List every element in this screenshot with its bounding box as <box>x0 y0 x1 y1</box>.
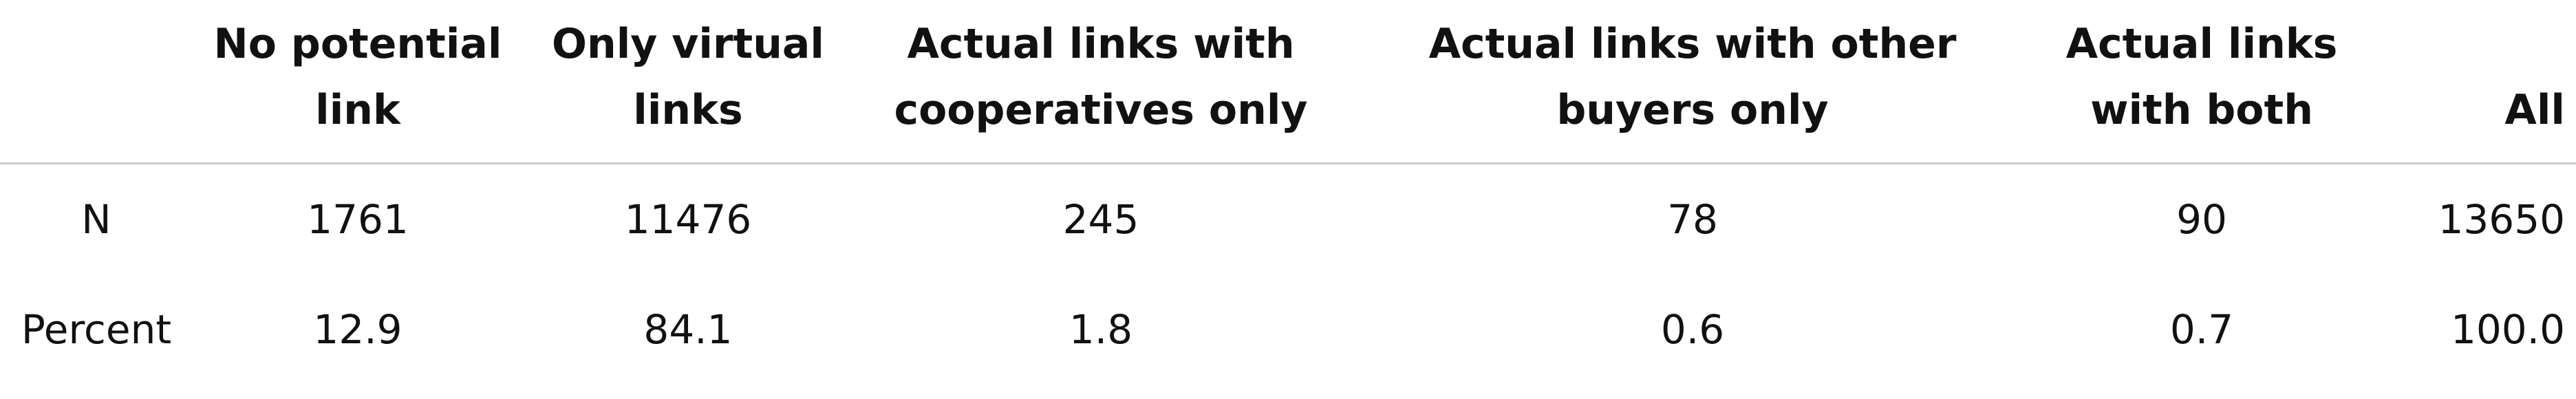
table-cell: 13650 <box>2438 196 2565 243</box>
header-row: No potential link Only virtual links Act… <box>0 0 2576 164</box>
table-cell: 245 <box>1062 196 1139 243</box>
header-both: Actual links with both <box>2037 0 2367 164</box>
row-label: Percent <box>21 306 172 353</box>
table-header: No potential link Only virtual links Act… <box>0 0 2576 164</box>
table-cell: 12.9 <box>313 306 402 353</box>
table-cell: 1761 <box>307 196 409 243</box>
table-cell: 11476 <box>624 196 752 243</box>
header-no-potential-link: No potential link <box>193 0 523 164</box>
header-cooperatives-only: Actual links with cooperatives only <box>853 0 1349 164</box>
table-row: Percent 12.9 84.1 1.8 0.6 0.7 100.0 <box>0 274 2576 385</box>
table-row: N 1761 11476 245 78 90 13650 <box>0 164 2576 275</box>
table-cell: 0.7 <box>2169 306 2234 353</box>
table-body: N 1761 11476 245 78 90 13650 Percent 12.… <box>0 164 2576 385</box>
link-status-table: No potential link Only virtual links Act… <box>0 0 2576 385</box>
header-only-virtual-links: Only virtual links <box>523 0 853 164</box>
table-cell: 0.6 <box>1660 306 1725 353</box>
header-all: All <box>2367 0 2576 164</box>
table-cell: 100.0 <box>2450 306 2565 353</box>
table-cell: 1.8 <box>1069 306 1133 353</box>
table-cell: 78 <box>1667 196 1718 243</box>
header-other-buyers-only: Actual links with other buyers only <box>1349 0 2037 164</box>
table-cell: 84.1 <box>643 306 733 353</box>
header-corner <box>0 0 193 164</box>
row-label: N <box>81 196 111 243</box>
table-cell: 90 <box>2176 196 2227 243</box>
